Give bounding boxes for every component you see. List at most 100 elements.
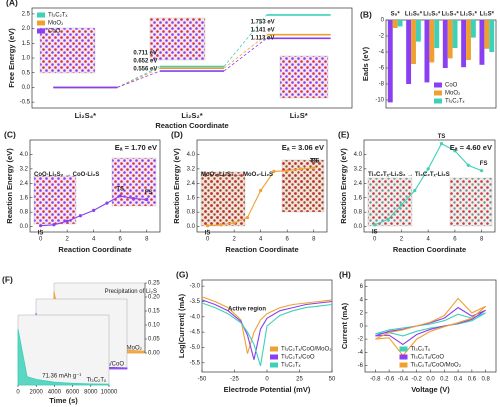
x-tick-label: 6 bbox=[286, 237, 290, 243]
y-tick-label: 4 bbox=[360, 297, 364, 303]
point bbox=[285, 169, 289, 173]
legend-label: Ti₃C₂Tₓ bbox=[281, 363, 301, 369]
structure-image bbox=[200, 171, 246, 227]
y-tick-label: 4.0 bbox=[187, 152, 196, 158]
y-tick-label: 2 bbox=[360, 310, 364, 316]
y-tick-label: 2.5 bbox=[22, 11, 31, 17]
legend-label: Ti₃C₂Tₓ/CoO/MoO₂ bbox=[281, 347, 332, 353]
x-tick-label: -0.8 bbox=[370, 377, 381, 383]
annotation: 1.141 eV bbox=[251, 28, 275, 34]
x-tick-label: 0.8 bbox=[481, 377, 490, 383]
bar bbox=[429, 20, 435, 63]
x-tick-label: 4 bbox=[259, 237, 263, 243]
x-tick-label: 8 bbox=[145, 237, 149, 243]
x-tick-label: 2 bbox=[232, 237, 236, 243]
y-tick-label: -4 bbox=[358, 350, 364, 356]
point bbox=[439, 142, 444, 146]
x-tick-label: 8000 bbox=[84, 390, 98, 396]
legend-label: MoO₂ bbox=[48, 21, 64, 27]
y-tick-label: 1.6 bbox=[354, 195, 363, 201]
legend-label: Ti₃C₂Tₓ/CoO/MoO₂ bbox=[411, 363, 462, 369]
x-tick-label: Li₂S* bbox=[480, 12, 495, 18]
x-tick-label: -0.6 bbox=[384, 377, 395, 383]
bar bbox=[470, 20, 476, 38]
bar bbox=[411, 20, 416, 64]
x-tick-label: 6 bbox=[119, 237, 123, 243]
y-tick-label: 2.4 bbox=[187, 181, 196, 187]
x-tick-label: 2000 bbox=[30, 390, 44, 396]
x-tick-label: Li₂S₄* bbox=[442, 12, 460, 18]
bar bbox=[387, 20, 393, 103]
point bbox=[92, 208, 96, 212]
point bbox=[259, 188, 263, 193]
x-tick-label: 0 bbox=[373, 237, 377, 243]
x-tick-label: S₈* bbox=[391, 12, 401, 18]
y-tick-label: 0.8 bbox=[354, 210, 363, 216]
structure-image bbox=[33, 175, 77, 225]
x-tick-label: -0.2 bbox=[412, 377, 423, 383]
panel-label: (E) bbox=[338, 129, 350, 139]
y-tick-label: 2.0 bbox=[22, 26, 31, 32]
x-tick-label: Li₂S₂* bbox=[181, 111, 202, 120]
x-tick-label: Li₂S₆* bbox=[423, 12, 441, 18]
y-tick-label: 0.5 bbox=[22, 70, 31, 76]
x-axis-label: Voltage (V) bbox=[411, 385, 450, 394]
plot-frame bbox=[385, 19, 497, 109]
x-axis-label: Reaction Coordinate bbox=[393, 245, 466, 254]
x-tick-label: 50 bbox=[329, 377, 336, 383]
x-tick-label: 8 bbox=[312, 237, 316, 243]
point bbox=[52, 223, 56, 227]
x-tick-label: Li₂S₈* bbox=[405, 12, 423, 18]
x-tick-label: Li₂S* bbox=[290, 111, 308, 120]
y-axis-label: Reaction Energy (eV) bbox=[172, 148, 181, 224]
point bbox=[145, 197, 149, 202]
bar bbox=[424, 20, 430, 83]
structure-image bbox=[281, 159, 325, 213]
point bbox=[480, 169, 484, 173]
bar bbox=[447, 20, 453, 59]
connector bbox=[223, 38, 267, 72]
y-tick-label: 0.8 bbox=[20, 210, 29, 216]
x-tick-label: 0.6 bbox=[468, 377, 477, 383]
y-tick-label: -10 bbox=[375, 98, 384, 104]
y-tick-label: 0 bbox=[381, 18, 385, 24]
annotation: 1.113 eV bbox=[251, 36, 275, 42]
bar bbox=[397, 20, 403, 27]
x-tick-label: 6 bbox=[453, 237, 457, 243]
y-tick-label: -5.0 bbox=[190, 345, 201, 351]
y-tick-label: -2 bbox=[379, 34, 385, 40]
legend-swatch bbox=[399, 346, 408, 352]
x-tick-label: 4 bbox=[426, 237, 430, 243]
point bbox=[65, 219, 69, 223]
legend-swatch bbox=[434, 82, 442, 88]
connector bbox=[117, 70, 161, 88]
y-axis-label: Free Energy (eV) bbox=[7, 28, 16, 88]
panel-label: (A) bbox=[6, 0, 18, 7]
x-tick-label: 8 bbox=[480, 237, 484, 243]
y-axis-label: Reaction Energy (eV) bbox=[5, 148, 14, 224]
legend-swatch bbox=[270, 354, 278, 360]
y-tick-label: 1.6 bbox=[187, 195, 196, 201]
annotation: 1.753 eV bbox=[251, 20, 275, 26]
y-tick-label: 0.20 bbox=[148, 295, 160, 301]
barrier-label: Eₐ = 1.70 eV bbox=[115, 143, 157, 152]
bar bbox=[489, 20, 495, 52]
legend-label: Ti₃C₂Tₓ/CoO bbox=[281, 355, 315, 361]
legend-label: Ti₃C₂Tₓ bbox=[411, 347, 431, 353]
legend-swatch bbox=[37, 12, 45, 18]
legend-label: Ti₃C₂Tₓ/CoO bbox=[411, 355, 445, 361]
line bbox=[201, 302, 333, 367]
state-label: IS bbox=[205, 230, 211, 236]
y-tick-label: 0.0 bbox=[22, 85, 31, 91]
bar bbox=[406, 20, 412, 84]
bar bbox=[452, 20, 458, 48]
point bbox=[373, 223, 377, 227]
x-axis-label: Electrode Potential (mV) bbox=[224, 385, 311, 394]
y-tick-label: 1.5 bbox=[22, 41, 31, 47]
x-tick-label: -50 bbox=[198, 377, 207, 383]
y-tick-label: 4.0 bbox=[354, 152, 363, 158]
state-label: FS bbox=[145, 190, 153, 196]
state-label: FS bbox=[312, 159, 320, 165]
x-axis-label: Reaction Coordinate bbox=[58, 245, 131, 254]
